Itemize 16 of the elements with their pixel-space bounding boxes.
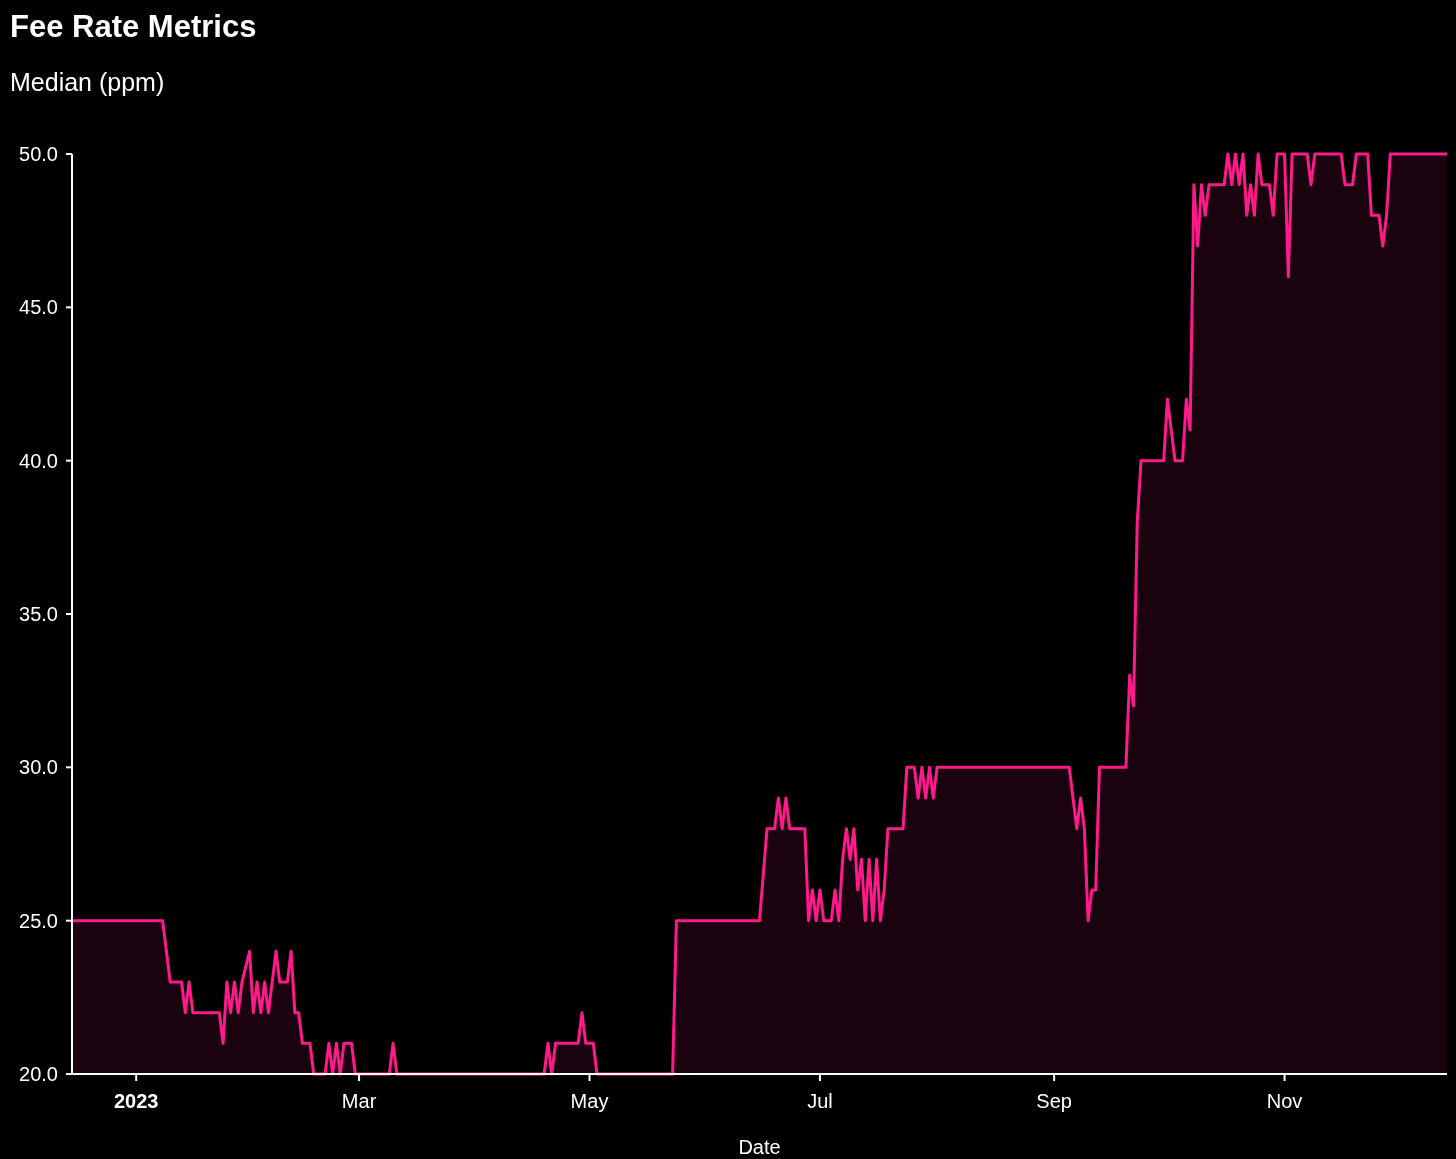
y-tick-label: 30.0	[19, 756, 58, 779]
x-tick-label: Jul	[807, 1090, 833, 1112]
y-tick-label: 25.0	[19, 909, 58, 932]
y-tick-label: 35.0	[19, 603, 58, 625]
y-tick-label: 50.0	[19, 143, 58, 165]
y-tick-label: 40.0	[19, 449, 58, 472]
x-tick-label: Sep	[1036, 1090, 1072, 1112]
x-tick-label: Nov	[1266, 1090, 1303, 1112]
chart-subtitle: Median (ppm)	[10, 68, 165, 96]
x-tick-label: Mar	[341, 1090, 377, 1112]
x-tick-label: 2023	[113, 1090, 159, 1112]
x-axis-title: Date	[738, 1136, 781, 1158]
chart-title: Fee Rate Metrics	[10, 9, 257, 44]
x-tick-label: May	[570, 1090, 609, 1112]
y-tick-label: 45.0	[19, 296, 58, 319]
y-tick-label: 20.0	[19, 1063, 58, 1085]
